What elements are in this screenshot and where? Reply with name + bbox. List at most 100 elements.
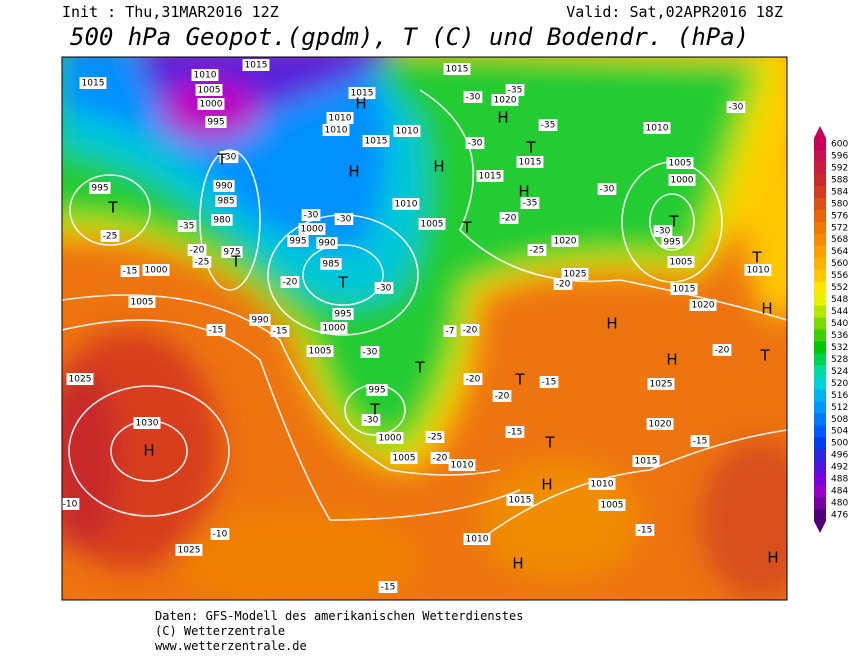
colorbar-swatch xyxy=(814,173,826,187)
colorbar-tick-label: 516 xyxy=(831,391,848,401)
pressure-label: 990 xyxy=(249,314,271,326)
pressure-label: 1015 xyxy=(632,455,660,467)
temperature-label: -20 xyxy=(553,278,573,290)
temperature-label-box xyxy=(460,324,480,336)
temperature-label: -15 xyxy=(539,376,559,388)
pressure-label-box xyxy=(443,63,471,75)
pressure-label-text: 1005 xyxy=(309,347,332,357)
pressure-label-text: 1010 xyxy=(194,71,217,81)
pressure-label: 1010 xyxy=(643,122,671,134)
pressure-label: 1015 xyxy=(506,494,534,506)
pressure-label: 1010 xyxy=(448,459,476,471)
pressure-label-box xyxy=(213,180,235,192)
temperature-label-box xyxy=(280,276,300,288)
pressure-label: 980 xyxy=(211,214,233,226)
pressure-label-text: 1005 xyxy=(421,220,444,230)
pressure-label-box xyxy=(133,417,161,429)
pressure-label-box xyxy=(320,258,342,270)
temperature-label-text: -35 xyxy=(541,121,556,131)
temperature-label: -30 xyxy=(597,183,617,195)
temperature-label-text: -15 xyxy=(123,267,138,277)
temperature-label: -30 xyxy=(465,137,485,149)
temperature-label-box xyxy=(100,230,120,242)
pressure-label-box xyxy=(142,264,170,276)
pressure-center: H xyxy=(497,109,508,127)
pressure-label-text: 990 xyxy=(318,239,335,249)
temperature-label-text: -35 xyxy=(508,86,523,96)
temperature-label-box xyxy=(597,183,617,195)
temperature-label-text: -20 xyxy=(190,246,205,256)
map-field: 1015 1010 1015 1005 1000 995 1000 995 990 985 980 9… xyxy=(35,57,787,600)
temperature-label-text: -30 xyxy=(468,139,483,149)
colorbar-tick-label: 552 xyxy=(831,283,848,293)
temperature-label-text: -15 xyxy=(542,378,557,388)
pressure-label-box xyxy=(175,544,203,556)
pressure-center: T xyxy=(544,434,555,452)
pressure-label: 1015 xyxy=(348,87,376,99)
temperature-label-text: -25 xyxy=(195,258,210,268)
valid-time: Valid: Sat,02APR2016 18Z xyxy=(566,3,783,21)
pressure-label-box xyxy=(476,170,504,182)
pressure-center: T xyxy=(216,151,227,169)
temperature-label-box xyxy=(62,498,80,510)
temperature-label-text: -30 xyxy=(337,215,352,225)
pressure-label: 1010 xyxy=(191,69,219,81)
pressure-label-text: 995 xyxy=(289,237,306,247)
temperature-label-text: -25 xyxy=(103,232,118,242)
colorbar-swatch xyxy=(814,317,826,330)
colorbar-tick-label: 588 xyxy=(831,175,848,185)
pressure-label-box xyxy=(390,452,418,464)
pressure-label-text: 995 xyxy=(334,310,351,320)
pressure-label: 1005 xyxy=(666,157,694,169)
colorbar-top-arrow xyxy=(814,126,826,139)
temperature-label-box xyxy=(527,244,547,256)
pressure-label-text: 1010 xyxy=(329,114,352,124)
pressure-label-text: 1000 xyxy=(35,166,58,176)
temperature-label-box xyxy=(520,197,540,209)
temperature-label-box xyxy=(177,220,197,232)
pressure-label: 1000 xyxy=(320,322,348,334)
temperature-label: -25 xyxy=(192,256,212,268)
pressure-label: 1010 xyxy=(744,264,772,276)
pressure-label-box xyxy=(242,59,270,71)
temperature-label-box xyxy=(334,213,354,225)
pressure-center: H xyxy=(512,555,523,573)
pressure-label: 1010 xyxy=(588,478,616,490)
colorbar-swatch xyxy=(814,221,826,235)
temperature-label: -15 xyxy=(206,324,226,336)
colorbar-tick-label: 520 xyxy=(831,379,848,389)
temperature-label: -20 xyxy=(492,390,512,402)
temperature-label: -30 xyxy=(361,414,381,426)
pressure-label-text: 1000 xyxy=(671,176,694,186)
pressure-label-box xyxy=(393,125,421,137)
pressure-label-text: 980 xyxy=(213,216,230,226)
pressure-label-text: 1005 xyxy=(601,501,624,511)
pressure-label-text: 1015 xyxy=(446,65,469,75)
pressure-label: 1000 xyxy=(142,264,170,276)
temperature-label-box xyxy=(538,119,558,131)
pressure-label-text: 1015 xyxy=(82,79,105,89)
pressure-label-text: 1000 xyxy=(145,266,168,276)
colorbar-swatch xyxy=(814,377,826,390)
temperature-label: -20 xyxy=(460,324,480,336)
colorbar-tick-label: 592 xyxy=(831,163,848,173)
pressure-label: 995 xyxy=(661,236,683,248)
pressure-label: 1005 xyxy=(418,218,446,230)
pressure-label-box xyxy=(306,345,334,357)
pressure-label-box xyxy=(506,494,534,506)
pressure-label-box xyxy=(463,533,491,545)
pressure-label-box xyxy=(362,135,390,147)
temperature-label: -15 xyxy=(690,435,710,447)
temperature-label: -30 xyxy=(360,346,380,358)
pressure-center: T xyxy=(414,359,425,377)
pressure-label-box xyxy=(332,308,354,320)
pressure-label: 1000 xyxy=(376,432,404,444)
colorbar-swatch xyxy=(814,449,826,462)
colorbar-swatch xyxy=(814,365,826,378)
pressure-label: 1000 xyxy=(298,223,326,235)
temperature-label-box xyxy=(492,390,512,402)
temperature-label-box xyxy=(219,151,239,163)
pressure-label-box xyxy=(366,384,388,396)
pressure-label-box xyxy=(348,87,376,99)
